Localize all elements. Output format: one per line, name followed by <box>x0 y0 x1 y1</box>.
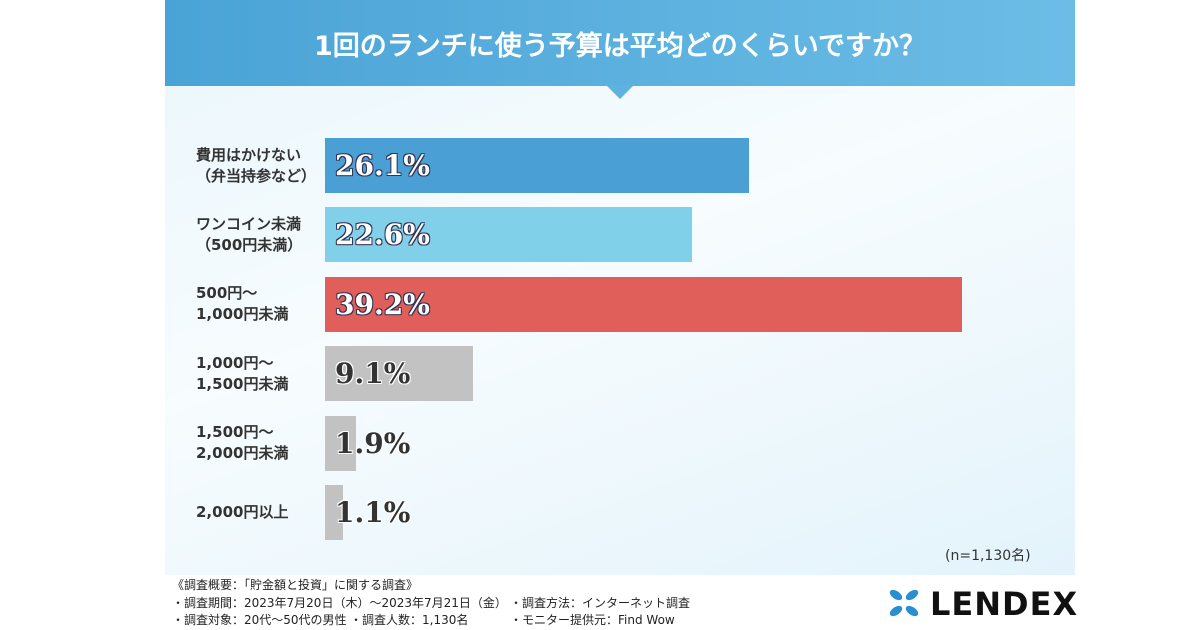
brand-icon <box>889 589 919 617</box>
data-label: 9.1% <box>335 357 411 391</box>
category-label: 500円〜 1,000円未満 <box>196 284 289 324</box>
bar <box>325 346 473 402</box>
survey-target: ・調査対象：20代〜50代の男性 <box>172 613 347 627</box>
sample-note: (n=1,130名) <box>945 548 1031 564</box>
bar <box>325 415 356 471</box>
survey-provider: ・モニター提供元：Find Wow <box>510 613 675 627</box>
bar <box>325 207 693 263</box>
category-label: 1,000円〜 1,500円未満 <box>196 353 289 393</box>
chart-title: 1回のランチに使う予算は平均どのくらいですか？ <box>314 31 926 62</box>
data-label: 1.9% <box>335 426 411 460</box>
data-label: 22.6% <box>335 218 430 252</box>
category-label: ワンコイン未満 （500円未満） <box>196 214 303 254</box>
category-label: 費用はかけない （弁当持参など） <box>196 145 317 185</box>
survey-count: ・調査人数：1,130名 <box>350 613 469 627</box>
header-pointer <box>606 85 634 99</box>
survey-method: ・調査方法：インターネット調査 <box>510 596 691 610</box>
header-band <box>165 0 1075 86</box>
data-label: 39.2% <box>335 287 430 321</box>
category-label: 2,000円以上 <box>196 503 289 521</box>
data-label: 26.1% <box>335 149 430 182</box>
bar <box>325 276 962 332</box>
survey-title: 《調査概要：「貯金額と投資」に関する調査》 <box>172 578 419 592</box>
bar <box>325 485 343 540</box>
survey-period: ・調査期間：2023年7月20日（木）〜2023年7月21日（金） <box>172 596 507 610</box>
data-label: 1.1% <box>335 496 411 529</box>
brand: LENDEX <box>930 585 1079 623</box>
bar <box>325 138 750 193</box>
category-label: 1,500円〜 2,000円未満 <box>196 423 289 463</box>
